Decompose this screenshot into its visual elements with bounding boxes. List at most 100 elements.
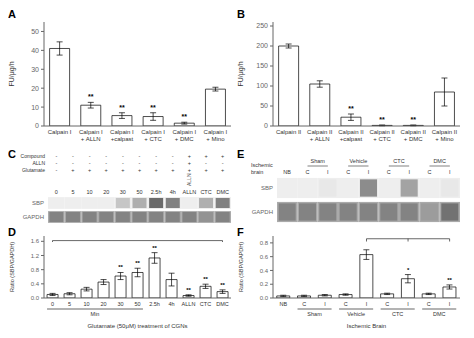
svg-text:-: -: [72, 160, 74, 166]
svg-text:Calpain II: Calpain II: [338, 129, 364, 135]
svg-text:30: 30: [31, 66, 39, 73]
svg-text:+ ALLN: + ALLN: [310, 136, 330, 142]
svg-text:**: **: [152, 245, 157, 251]
svg-text:20: 20: [100, 301, 106, 307]
svg-text:**: **: [447, 277, 452, 283]
svg-text:SBP: SBP: [32, 200, 44, 206]
svg-text:ALLN: ALLN: [183, 189, 197, 195]
svg-text:-: -: [105, 153, 107, 159]
svg-text:40: 40: [31, 47, 39, 54]
svg-text:50: 50: [134, 301, 140, 307]
svg-text:**: **: [203, 276, 208, 282]
svg-text:-: -: [205, 160, 207, 166]
svg-text:**: **: [348, 105, 354, 112]
svg-text:Calpain I: Calpain I: [172, 129, 196, 135]
svg-text:Ratio (SBP/GAPDH): Ratio (SBP/GAPDH): [9, 242, 15, 292]
svg-text:+: +: [188, 167, 191, 173]
svg-text:20: 20: [31, 85, 39, 92]
svg-text:I: I: [324, 301, 326, 307]
svg-text:-: -: [55, 160, 57, 166]
svg-text:250: 250: [256, 22, 268, 29]
svg-text:**: **: [119, 104, 125, 111]
svg-text:Calpain II: Calpain II: [432, 129, 458, 135]
svg-text:+: +: [204, 153, 207, 159]
svg-text:-: -: [72, 153, 74, 159]
svg-text:10: 10: [31, 104, 39, 111]
svg-text:+ CTC: + CTC: [144, 136, 162, 142]
svg-text:+: +: [105, 167, 108, 173]
svg-text:Calpain I: Calpain I: [141, 129, 165, 135]
svg-text:4h: 4h: [170, 189, 176, 195]
svg-text:2.5h: 2.5h: [149, 301, 160, 307]
svg-text:*: *: [407, 267, 410, 273]
svg-text:0.0: 0.0: [31, 295, 40, 301]
svg-text:Calpain I: Calpain I: [204, 129, 228, 135]
svg-text:DMC: DMC: [216, 301, 229, 307]
svg-text:C: C: [306, 169, 310, 175]
svg-text:+: +: [221, 167, 224, 173]
svg-text:Calpain II: Calpain II: [276, 129, 302, 135]
svg-text:10: 10: [83, 301, 89, 307]
svg-text:-: -: [89, 153, 91, 159]
svg-text:+ Mino: + Mino: [206, 136, 225, 142]
svg-text:C: C: [302, 301, 306, 307]
svg-text:**: **: [118, 264, 123, 270]
svg-text:I: I: [366, 301, 368, 307]
svg-text:+calpast: +calpast: [111, 136, 134, 142]
svg-text:0.6: 0.6: [260, 254, 269, 260]
svg-text:C: C: [387, 169, 391, 175]
svg-text:+: +: [155, 167, 158, 173]
svg-text:Glutamate: Glutamate: [22, 167, 45, 173]
svg-text:-: -: [172, 160, 174, 166]
svg-text:**: **: [150, 104, 156, 111]
svg-text:**: **: [220, 282, 225, 288]
svg-text:Vehicle: Vehicle: [347, 311, 365, 317]
svg-text:Compound: Compound: [21, 153, 46, 159]
svg-text:DMC: DMC: [433, 311, 446, 317]
svg-text:Ratio (SBP/GAPDH): Ratio (SBP/GAPDH): [238, 242, 244, 292]
svg-text:0: 0: [55, 189, 58, 195]
svg-text:CTC: CTC: [392, 311, 403, 317]
svg-text:30: 30: [120, 189, 126, 195]
svg-text:1.2: 1.2: [31, 253, 40, 259]
svg-text:-: -: [222, 160, 224, 166]
svg-text:+: +: [138, 167, 141, 173]
svg-text:FU/μg/h: FU/μg/h: [237, 61, 245, 86]
svg-text:5: 5: [71, 189, 74, 195]
svg-text:0.8: 0.8: [260, 240, 269, 246]
svg-text:GAPDH: GAPDH: [252, 209, 273, 215]
svg-text:I: I: [449, 301, 451, 307]
svg-text:DMC: DMC: [433, 158, 446, 164]
svg-text:Calpain II: Calpain II: [307, 129, 333, 135]
svg-text:C: C: [427, 301, 431, 307]
svg-text:+ DMC: + DMC: [175, 136, 195, 142]
svg-text:C: C: [385, 301, 389, 307]
svg-text:-: -: [172, 153, 174, 159]
svg-text:+ CTC: + CTC: [373, 136, 391, 142]
svg-text:brain: brain: [251, 169, 263, 175]
svg-text:-: -: [55, 153, 57, 159]
svg-text:-: -: [139, 160, 141, 166]
svg-text:50: 50: [136, 189, 142, 195]
svg-text:50: 50: [31, 28, 39, 35]
svg-text:**: **: [88, 93, 94, 100]
svg-text:**: **: [135, 260, 140, 266]
svg-text:-: -: [89, 160, 91, 166]
svg-text:5: 5: [68, 301, 71, 307]
svg-text:-: -: [105, 160, 107, 166]
svg-text:**: **: [379, 116, 385, 123]
svg-text:0.4: 0.4: [260, 268, 269, 274]
svg-text:**: **: [411, 116, 417, 123]
svg-text:ALLN: ALLN: [186, 173, 192, 186]
svg-text:200: 200: [256, 42, 268, 49]
svg-text:-: -: [122, 160, 124, 166]
svg-text:+: +: [188, 153, 191, 159]
svg-text:I: I: [407, 301, 409, 307]
svg-text:-: -: [55, 167, 57, 173]
svg-text:FU/μg/h: FU/μg/h: [8, 61, 16, 86]
svg-text:ALLN: ALLN: [182, 301, 196, 307]
svg-text:+: +: [171, 167, 174, 173]
svg-text:SBP: SBP: [261, 185, 273, 191]
svg-text:-: -: [122, 153, 124, 159]
svg-text:+: +: [121, 167, 124, 173]
